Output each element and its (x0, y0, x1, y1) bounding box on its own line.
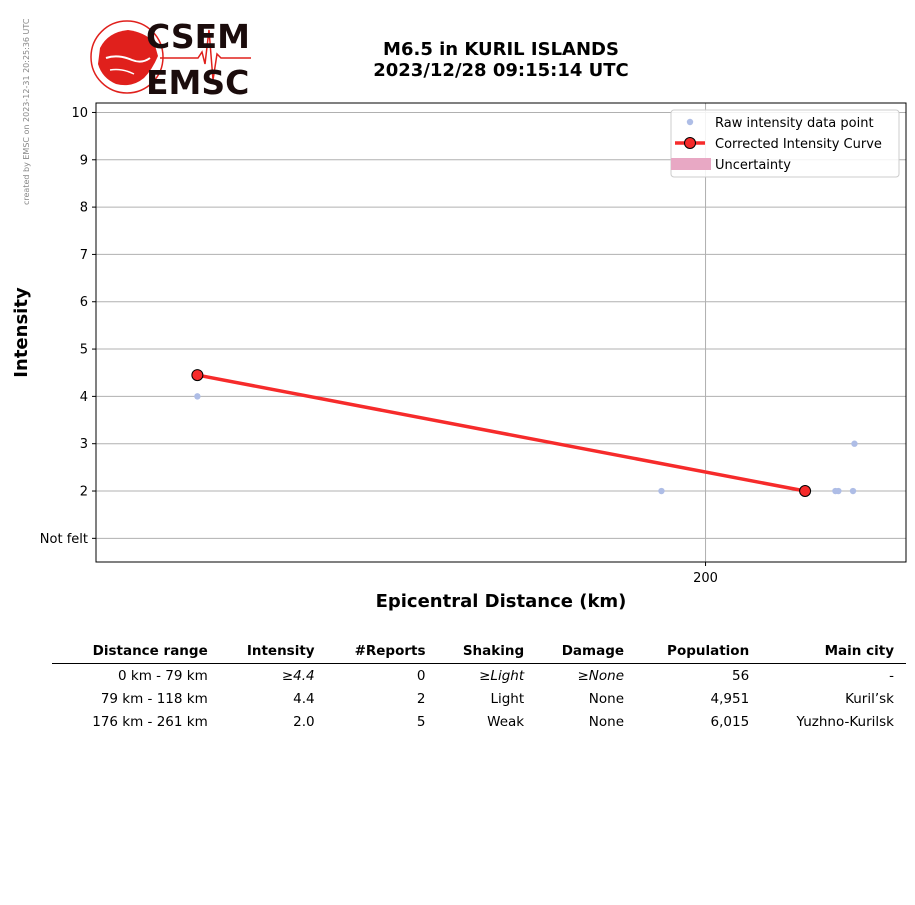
table-header-cell: Damage (536, 640, 637, 664)
corrected-intensity-line (197, 373, 806, 493)
summary-table: Distance range Intensity #Reports Shaking Da… (52, 640, 906, 733)
table-cell-reports: 5 (416, 714, 426, 730)
table-cell-city: Yuzhno-Kurilsk (796, 714, 894, 730)
legend-uncertainty-swatch (671, 158, 711, 170)
logo-text-csem: CSEM (146, 18, 250, 56)
table-cell-range: 0 km - 79 km (118, 668, 208, 684)
table-cell-city: Kuril’sk (845, 691, 894, 707)
intensity-chart: Not felt 2 3 4 5 6 7 8 9 10 200 Epicentral Distance… (11, 102, 907, 612)
y-tick-label: 10 (71, 106, 88, 121)
table-cell-reports: 2 (416, 691, 426, 707)
table-header-cell: #Reports (326, 640, 438, 664)
legend-label-curve: Corrected Intensity Curve (715, 137, 882, 152)
table-cell-shaking: Weak (487, 714, 525, 730)
table-cell-intensity: 2.0 (293, 714, 315, 730)
legend-box (670, 109, 900, 178)
y-tick-label: Not felt (40, 532, 88, 547)
table-cell-intensity: 4.4 (293, 691, 315, 707)
table-row: 79 km - 118 km 4.4 2 Light None 4,951 Kuril’sk (52, 687, 906, 710)
legend-label-uncertainty: Uncertainty (715, 158, 791, 173)
raw-data-point (851, 440, 858, 447)
raw-data-point (849, 487, 857, 495)
table-cell-shaking: Light (490, 691, 525, 707)
x-axis-label: Epicentral Distance (km) (376, 591, 627, 612)
y-tick-label: 4 (80, 390, 88, 405)
title-line-1: M6.5 in KURIL ISLANDS (383, 39, 619, 60)
corrected-intensity-marker (799, 485, 812, 498)
plot-frame (95, 102, 907, 563)
table-cell-reports: 0 (416, 668, 426, 684)
table-cell-damage: None (588, 691, 625, 707)
x-tick-label: 200 (693, 571, 718, 586)
raw-data-point (194, 393, 201, 400)
raw-data-point (658, 487, 665, 495)
y-tick-label: 6 (80, 295, 88, 310)
y-axis-label: Intensity (11, 287, 32, 378)
raw-data-point (835, 487, 842, 495)
table-cell-population: 4,951 (710, 691, 750, 707)
y-tick-label: 5 (80, 343, 88, 358)
table-cell-intensity: ≥4.4 (281, 668, 315, 684)
table-header-row: Distance range Intensity #Reports Shaking Da… (52, 640, 906, 664)
table-cell-city: - (889, 668, 894, 684)
title-line-2: 2023/12/28 09:15:14 UTC (373, 60, 629, 81)
legend-curve-marker (684, 137, 696, 149)
table-cell-damage: None (588, 714, 625, 730)
emsc-logo: CSEM EMSC (90, 18, 251, 98)
y-tick-label: 3 (80, 437, 88, 452)
table-row: 176 km - 261 km 2.0 5 Weak None 6,015 Yuzhno-K… (52, 710, 906, 733)
table-row: 0 km - 79 km ≥4.4 0 ≥Light ≥None 56 - (52, 664, 906, 688)
table-cell-population: 56 (732, 668, 750, 684)
table-body: 0 km - 79 km ≥4.4 0 ≥Light ≥None 56 - 79 km - 1… (52, 664, 906, 734)
y-tick-label: 2 (80, 485, 88, 500)
table-cell-damage: ≥None (577, 668, 625, 684)
y-tick-label: 7 (80, 248, 88, 263)
y-tick-label: 8 (80, 201, 88, 216)
legend-raw-marker (686, 118, 694, 126)
table-header-cell: Intensity (219, 640, 327, 664)
table-cell-range: 79 km - 118 km (100, 691, 208, 707)
table-header-cell: Shaking (437, 640, 537, 664)
chart-title: M6.5 in KURIL ISLANDS 2023/12/28 09:15:1… (300, 39, 702, 81)
logo-text-emsc: EMSC (146, 63, 249, 98)
corrected-intensity-marker (191, 369, 204, 382)
legend-label-raw: Raw intensity data point (715, 116, 874, 131)
table-cell-population: 6,015 (710, 714, 750, 730)
table-cell-shaking: ≥Light (479, 668, 525, 684)
table-header-cell: Population (636, 640, 762, 664)
table-header-cell: Main city (761, 640, 906, 664)
table-cell-range: 176 km - 261 km (92, 714, 208, 730)
table-header-cell: Distance range (52, 640, 220, 664)
y-tick-label: 9 (80, 153, 88, 168)
